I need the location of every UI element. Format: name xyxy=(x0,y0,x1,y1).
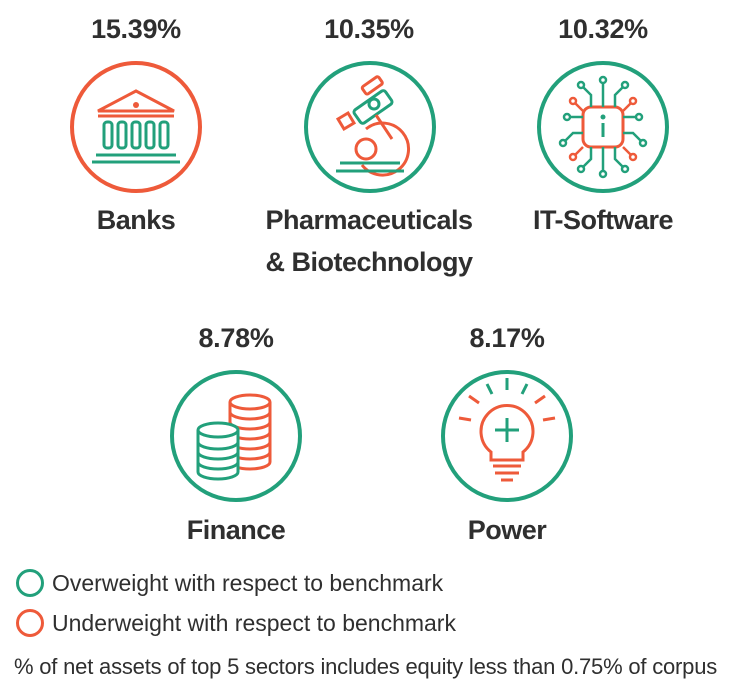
banks-label: Banks xyxy=(96,205,176,235)
finance-percent: 8.78% xyxy=(198,323,274,353)
footnote: % of net assets of top 5 sectors include… xyxy=(14,654,718,679)
legend-underweight-label: Underweight with respect to benchmark xyxy=(52,609,456,636)
finance-label: Finance xyxy=(186,515,286,545)
pharma-percent: 10.35% xyxy=(324,14,414,44)
lightbulb-icon xyxy=(441,370,573,502)
orange-circle-icon xyxy=(16,609,44,637)
it-software-label: IT-Software xyxy=(532,205,674,235)
coins-icon xyxy=(170,370,302,502)
banks-percent: 15.39% xyxy=(91,14,181,44)
it-software-percent: 10.32% xyxy=(558,14,648,44)
bank-icon xyxy=(70,61,202,193)
power-label: Power xyxy=(467,515,547,545)
pharma-label-line2: & Biotechnology xyxy=(265,247,474,277)
legend-overweight-label: Overweight with respect to benchmark xyxy=(52,569,444,596)
microscope-icon xyxy=(304,61,436,193)
legend-underweight: Underweight with respect to benchmark xyxy=(16,609,456,637)
legend-overweight: Overweight with respect to benchmark xyxy=(16,569,443,597)
pharma-label-line1: Pharmaceuticals xyxy=(265,205,473,235)
chip-icon xyxy=(537,61,669,193)
power-percent: 8.17% xyxy=(469,323,545,353)
green-circle-icon xyxy=(16,569,44,597)
